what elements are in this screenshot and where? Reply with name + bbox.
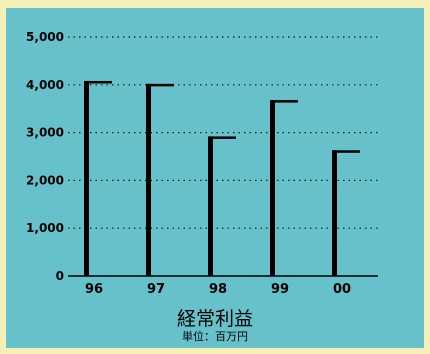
- bar-chart: 0 1,000 2,000 3,000 4,000 5,000 96 97 98 99 00: [26, 30, 378, 297]
- bar: [270, 100, 298, 276]
- y-tick-label: 0: [56, 269, 64, 283]
- bar: [84, 80, 112, 276]
- x-axis-labels: 96 97 98 99 00: [85, 282, 351, 297]
- y-tick-label: 3,000: [26, 126, 64, 140]
- bar-stem: [208, 136, 213, 276]
- bar-stem: [332, 150, 337, 276]
- bars: [84, 80, 360, 277]
- bar: [332, 150, 360, 276]
- y-tick-label: 4,000: [26, 78, 64, 92]
- bar-cap: [146, 83, 174, 87]
- bar-cap: [270, 100, 298, 103]
- x-tick-label: 00: [333, 282, 351, 297]
- x-tick-label: 96: [85, 282, 103, 297]
- y-tick-label: 5,000: [26, 30, 64, 44]
- bar: [146, 83, 174, 277]
- chart-title: 経常利益: [176, 308, 253, 330]
- x-tick-label: 98: [209, 282, 227, 297]
- x-tick-label: 97: [147, 282, 165, 297]
- x-tick-label: 99: [271, 282, 289, 297]
- gridlines: [68, 36, 378, 229]
- bar-stem: [146, 83, 151, 277]
- chart-panel: 0 1,000 2,000 3,000 4,000 5,000 96 97 98 99 00 経常…: [6, 8, 424, 348]
- bar: [208, 136, 236, 276]
- unit-label: 単位：百万円: [182, 330, 248, 343]
- y-tick-label: 2,000: [26, 173, 64, 187]
- y-axis-ticks: 0 1,000 2,000 3,000 4,000 5,000: [26, 30, 64, 283]
- bar-cap: [208, 136, 236, 139]
- y-tick-label: 1,000: [26, 221, 64, 235]
- bar-cap: [84, 80, 112, 84]
- bar-cap: [332, 150, 360, 153]
- bar-stem: [270, 100, 275, 276]
- bar-stem: [84, 80, 89, 276]
